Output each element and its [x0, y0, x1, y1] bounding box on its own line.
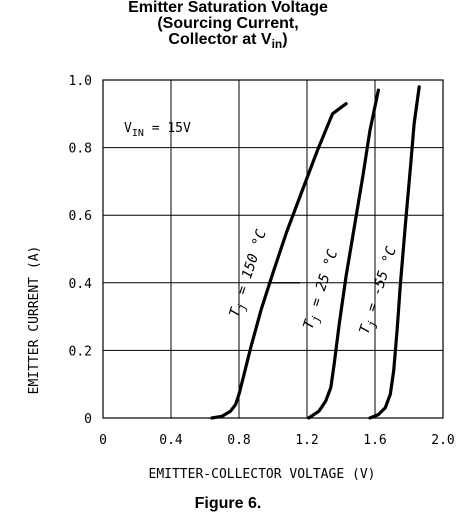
y-tick-label: 0 [84, 412, 92, 427]
curve-label-150c: Tj = 150 °C [227, 227, 273, 320]
series-line-1 [307, 88, 380, 420]
data-series [210, 85, 421, 420]
y-tick-label: 1.0 [69, 74, 92, 89]
y-tick-label: 0.8 [69, 142, 92, 157]
curve-label-neg55c-sub: j [365, 319, 379, 329]
title-line-2: (Sourcing Current, [157, 15, 299, 32]
vin-annotation-prefix: V [124, 121, 132, 136]
vin-annotation: VIN = 15V [124, 121, 191, 139]
x-axis-label: EMITTER-COLLECTOR VOLTAGE (V) [149, 467, 376, 482]
series-line-2 [368, 85, 421, 420]
title-line-1: Emitter Saturation Voltage [128, 0, 328, 16]
x-tick-labels: 0 0.4 0.8 1.2 1.6 2.0 [99, 433, 455, 448]
title-line-3-prefix: Collector at V [168, 31, 272, 48]
curve-label-150c-suffix: = 150 °C [231, 227, 270, 305]
y-tick-label: 0.6 [69, 209, 92, 224]
y-axis-label: EMITTER CURRENT (A) [27, 246, 42, 395]
x-tick-label: 1.2 [295, 433, 318, 448]
curve-label-25c-sub: j [309, 314, 323, 324]
chart-title: Emitter Saturation Voltage (Sourcing Cur… [0, 0, 456, 52]
vin-annotation-suffix: = 15V [144, 121, 191, 136]
title-line-3-suffix: ) [282, 31, 288, 48]
title-line-3-sub: in [271, 37, 283, 52]
x-tick-label: 2.0 [431, 433, 454, 448]
vin-annotation-sub: IN [132, 128, 144, 139]
x-tick-label: 0.8 [227, 433, 250, 448]
figure-caption: Figure 6. [194, 495, 262, 512]
curve-label-150c-sub: j [235, 302, 249, 312]
x-tick-label: 0.4 [159, 433, 183, 448]
x-tick-label: 1.6 [363, 433, 386, 448]
y-tick-label: 0.4 [69, 277, 93, 292]
curve-label-neg55c: Tj = -55 °C [357, 244, 403, 337]
curve-label-25c-suffix: = 25 °C [305, 247, 341, 317]
series-line-0 [210, 102, 348, 420]
y-tick-labels: 0 0.2 0.4 0.6 0.8 1.0 [69, 74, 93, 427]
y-tick-label: 0.2 [69, 344, 92, 359]
title-line-3: Collector at Vin) [0, 32, 456, 52]
plot-frame [102, 79, 444, 419]
x-tick-label: 0 [99, 433, 107, 448]
